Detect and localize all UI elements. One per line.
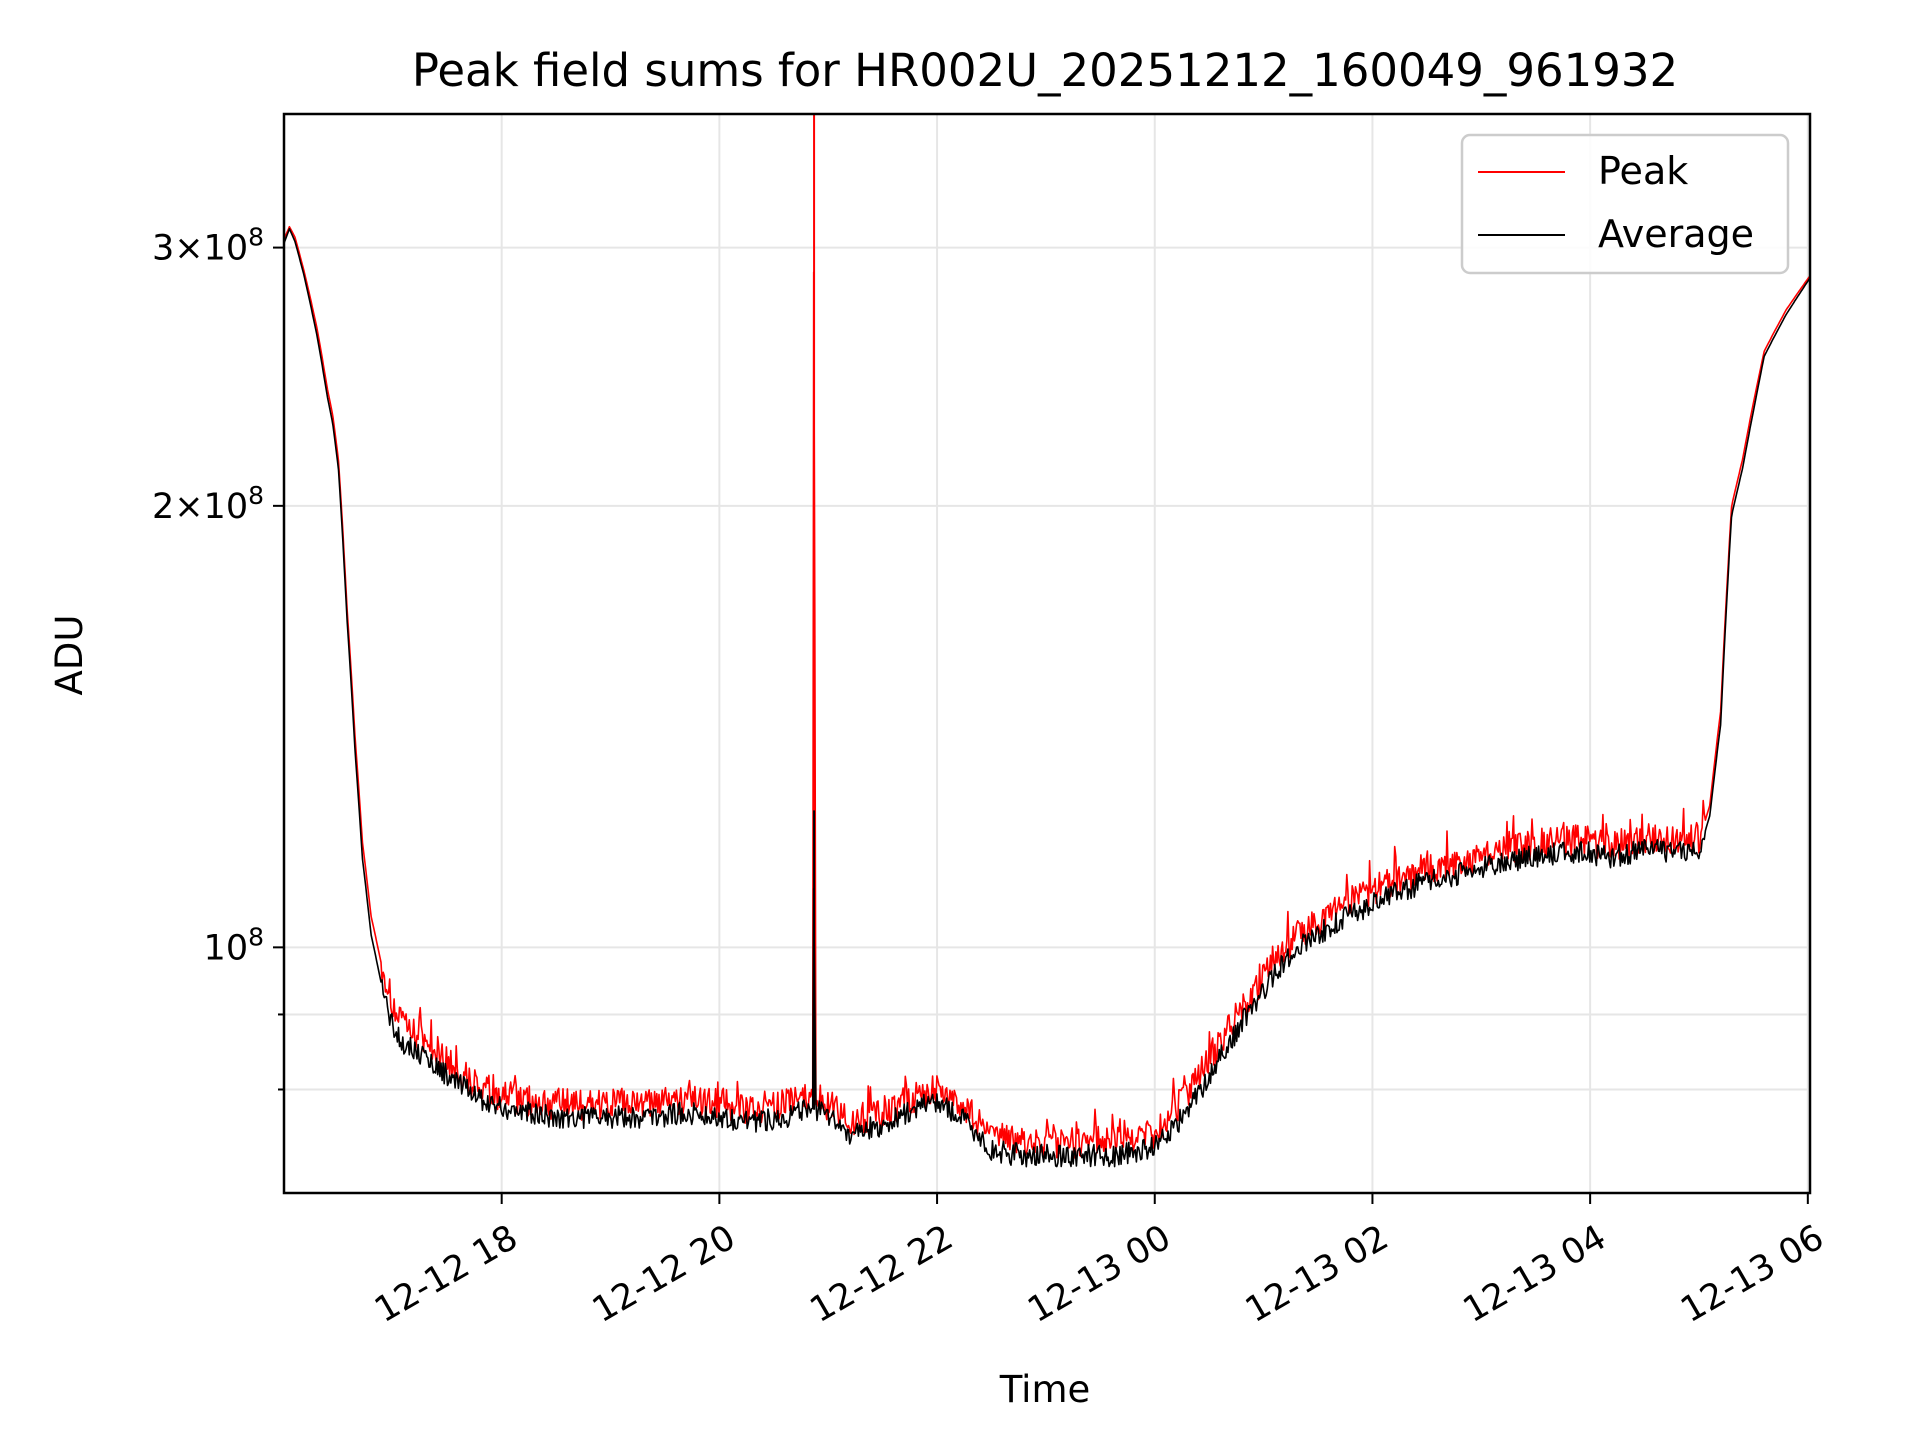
x-axis-label: Time	[999, 1368, 1091, 1411]
y-tick-label: 3×108	[152, 223, 264, 269]
series-layer	[283, 114, 1811, 1168]
legend-label-peak: Peak	[1598, 149, 1688, 193]
y-tick-label: 108	[204, 922, 264, 968]
legend: Peak Average	[1460, 133, 1790, 275]
chart-title: Peak field sums for HR002U_20251212_1600…	[412, 44, 1678, 97]
legend-box	[1460, 133, 1790, 275]
y-axis-label: ADU	[48, 615, 91, 696]
legend-label-average: Average	[1598, 212, 1754, 256]
series-line-peak	[283, 225, 1811, 1159]
series-line-average	[283, 228, 1811, 1168]
plot-frame	[282, 112, 1812, 1195]
y-tick-label: 2×108	[152, 481, 264, 527]
